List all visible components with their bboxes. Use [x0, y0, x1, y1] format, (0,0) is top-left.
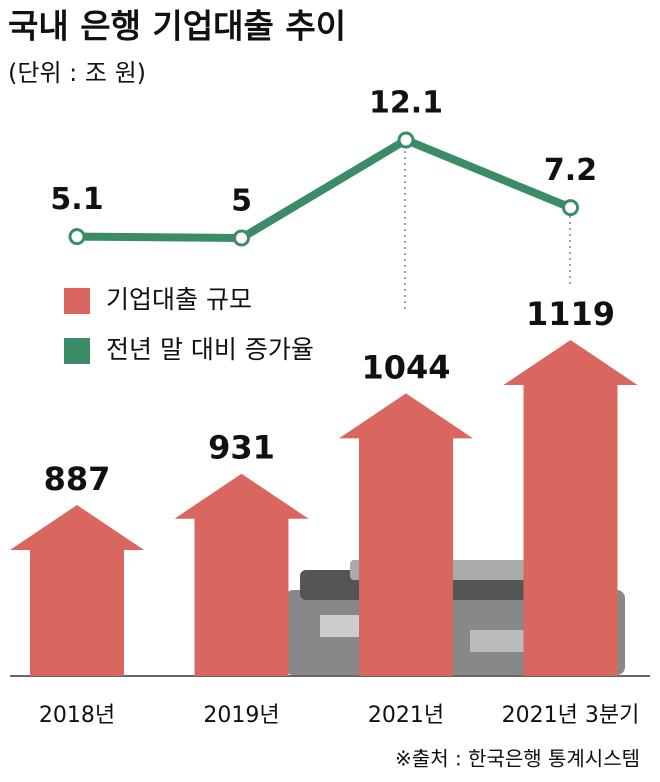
- value-label: 5: [231, 184, 252, 219]
- value-label: 1119: [526, 295, 615, 333]
- value-label: 12.1: [369, 86, 443, 121]
- line: [76, 135, 573, 243]
- legend-label: 기업대출 규모: [106, 285, 252, 314]
- legend-swatch: [64, 288, 90, 314]
- legend-swatch: [64, 338, 90, 364]
- chart-title: 국내 은행 기업대출 추이: [8, 7, 346, 46]
- legend-label: 전년 말 대비 증가율: [106, 335, 314, 364]
- x-tick-label: 2018년: [39, 703, 115, 728]
- x-tick-label: 2019년: [203, 703, 279, 728]
- line-point: [233, 229, 250, 247]
- x-tick-label: 2021년: [368, 703, 444, 728]
- bar-arrow: [503, 340, 638, 676]
- value-label: 5.1: [50, 182, 103, 217]
- value-label: 1044: [361, 348, 450, 386]
- bar-arrow: [174, 473, 309, 676]
- x-tick-label: 2021년 3분기: [502, 703, 640, 728]
- line-point: [397, 131, 415, 149]
- line-point: [562, 199, 579, 217]
- bar-arrow: [10, 505, 144, 676]
- chart-subtitle: (단위 : 조 원): [8, 59, 146, 87]
- value-label: 887: [44, 460, 111, 498]
- source: ※출처 : 한국은행 통계시스템: [395, 747, 640, 771]
- line-point: [68, 228, 86, 246]
- bar-arrow: [339, 393, 473, 676]
- value-label: 931: [208, 429, 275, 467]
- value-label: 7.2: [544, 153, 597, 188]
